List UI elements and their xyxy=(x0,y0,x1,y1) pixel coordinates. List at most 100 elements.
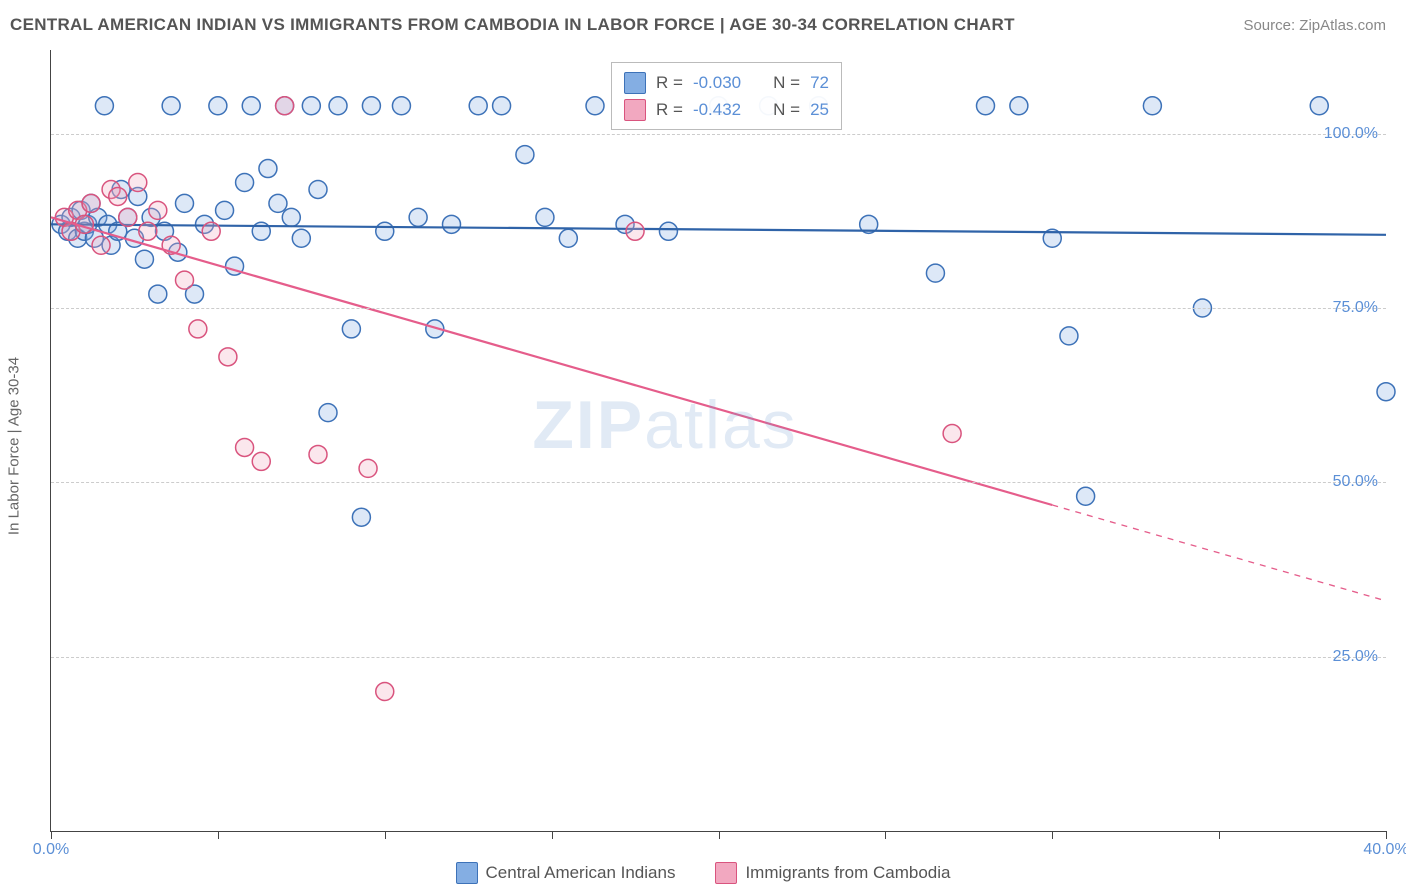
legend-label: Central American Indians xyxy=(486,863,676,883)
data-point xyxy=(319,404,337,422)
legend-swatch xyxy=(456,862,478,884)
data-point xyxy=(162,97,180,115)
data-point xyxy=(92,236,110,254)
data-point xyxy=(1077,487,1095,505)
data-point xyxy=(236,438,254,456)
data-point xyxy=(82,194,100,212)
data-point xyxy=(149,201,167,219)
plot-area: ZIPatlas R =-0.030N =72R =-0.432N =25 25… xyxy=(50,50,1386,832)
legend-label: Immigrants from Cambodia xyxy=(745,863,950,883)
x-tick xyxy=(1386,831,1387,839)
data-point xyxy=(1010,97,1028,115)
chart-title: CENTRAL AMERICAN INDIAN VS IMMIGRANTS FR… xyxy=(10,15,1015,35)
data-point xyxy=(659,222,677,240)
legend-item: Immigrants from Cambodia xyxy=(715,862,950,884)
stats-row: R =-0.432N =25 xyxy=(624,96,829,123)
correlation-stats-box: R =-0.030N =72R =-0.432N =25 xyxy=(611,62,842,130)
data-point xyxy=(943,425,961,443)
data-point xyxy=(149,285,167,303)
data-point xyxy=(139,222,157,240)
plot-svg xyxy=(51,50,1386,831)
n-label: N = xyxy=(773,96,800,123)
data-point xyxy=(352,508,370,526)
y-tick-label: 25.0% xyxy=(1333,648,1378,666)
x-tick-label: 40.0% xyxy=(1363,841,1406,859)
data-point xyxy=(202,222,220,240)
data-point xyxy=(292,229,310,247)
data-point xyxy=(259,160,277,178)
data-point xyxy=(119,208,137,226)
n-value: 72 xyxy=(810,69,829,96)
chart-header: CENTRAL AMERICAN INDIAN VS IMMIGRANTS FR… xyxy=(0,10,1406,40)
data-point xyxy=(276,97,294,115)
data-point xyxy=(493,97,511,115)
x-tick xyxy=(552,831,553,839)
data-point xyxy=(586,97,604,115)
data-point xyxy=(1377,383,1395,401)
data-point xyxy=(209,97,227,115)
x-tick xyxy=(885,831,886,839)
data-point xyxy=(536,208,554,226)
r-value: -0.432 xyxy=(693,96,741,123)
gridline-horizontal xyxy=(51,657,1386,658)
data-point xyxy=(469,97,487,115)
data-point xyxy=(559,229,577,247)
data-point xyxy=(176,194,194,212)
trend-line xyxy=(51,217,1052,505)
data-point xyxy=(129,173,147,191)
data-point xyxy=(376,222,394,240)
data-point xyxy=(95,97,113,115)
data-point xyxy=(135,250,153,268)
data-point xyxy=(329,97,347,115)
data-point xyxy=(309,180,327,198)
y-tick-label: 100.0% xyxy=(1324,125,1378,143)
trend-line xyxy=(51,224,1386,234)
legend: Central American Indians Immigrants from … xyxy=(0,862,1406,884)
data-point xyxy=(1310,97,1328,115)
trend-line-extrapolated xyxy=(1052,505,1386,601)
data-point xyxy=(219,348,237,366)
r-label: R = xyxy=(656,69,683,96)
data-point xyxy=(176,271,194,289)
data-point xyxy=(189,320,207,338)
data-point xyxy=(302,97,320,115)
x-tick xyxy=(1219,831,1220,839)
data-point xyxy=(252,452,270,470)
data-point xyxy=(109,187,127,205)
data-point xyxy=(977,97,995,115)
data-point xyxy=(443,215,461,233)
legend-item: Central American Indians xyxy=(456,862,676,884)
r-label: R = xyxy=(656,96,683,123)
data-point xyxy=(236,173,254,191)
data-point xyxy=(362,97,380,115)
x-tick xyxy=(51,831,52,839)
data-point xyxy=(392,97,410,115)
data-point xyxy=(1060,327,1078,345)
data-point xyxy=(269,194,287,212)
stats-swatch xyxy=(624,99,646,121)
stats-swatch xyxy=(624,72,646,94)
gridline-horizontal xyxy=(51,308,1386,309)
data-point xyxy=(342,320,360,338)
y-axis-label: In Labor Force | Age 30-34 xyxy=(6,357,23,535)
data-point xyxy=(282,208,300,226)
data-point xyxy=(1143,97,1161,115)
y-tick-label: 75.0% xyxy=(1333,299,1378,317)
gridline-horizontal xyxy=(51,134,1386,135)
data-point xyxy=(516,146,534,164)
gridline-horizontal xyxy=(51,482,1386,483)
legend-swatch xyxy=(715,862,737,884)
x-tick xyxy=(719,831,720,839)
data-point xyxy=(216,201,234,219)
x-tick-label: 0.0% xyxy=(33,841,69,859)
stats-row: R = -0.030 N = 72 xyxy=(624,69,829,96)
r-value: -0.030 xyxy=(693,69,741,96)
data-point xyxy=(409,208,427,226)
data-point xyxy=(309,445,327,463)
data-point xyxy=(926,264,944,282)
data-point xyxy=(626,222,644,240)
n-label: N = xyxy=(773,69,800,96)
y-tick-label: 50.0% xyxy=(1333,473,1378,491)
x-tick xyxy=(1052,831,1053,839)
data-point xyxy=(242,97,260,115)
